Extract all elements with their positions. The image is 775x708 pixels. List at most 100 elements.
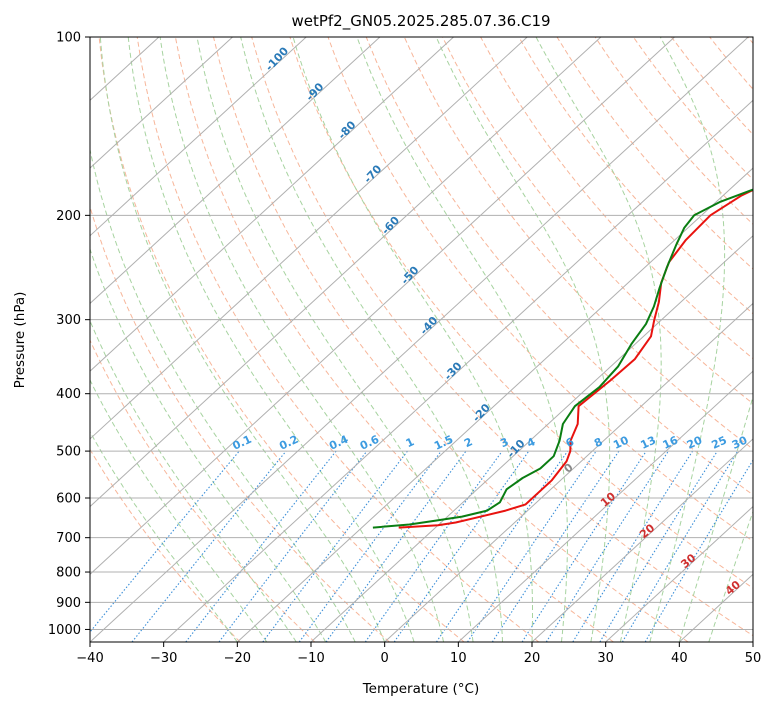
x-axis-label: Temperature (°C) xyxy=(362,681,480,697)
isotherm-line xyxy=(90,37,381,305)
dry-adiabat-line xyxy=(90,205,390,642)
moist-adiabat-line xyxy=(678,394,753,642)
y-tick-label: 800 xyxy=(56,566,81,581)
moist-adiabat-label: 20 xyxy=(637,521,657,541)
isotherm-line xyxy=(90,37,233,169)
mixing-ratio-line xyxy=(599,450,718,642)
y-tick-label: 200 xyxy=(56,209,81,224)
x-tick-label: 20 xyxy=(524,651,541,666)
isotherm-line xyxy=(531,438,753,642)
moist-adiabat-line xyxy=(240,37,503,642)
isotherm-line xyxy=(163,99,753,642)
mixing-ratio-line xyxy=(521,450,647,642)
y-tick-label: 400 xyxy=(56,387,81,402)
y-tick-label: 100 xyxy=(56,31,81,46)
x-tick-label: 40 xyxy=(671,651,688,666)
mixing-ratio-line xyxy=(325,450,467,642)
isotherm-line xyxy=(90,37,454,372)
isotherm-gridlines xyxy=(0,37,753,642)
isotherm-line xyxy=(90,37,749,642)
isotherm-line xyxy=(236,167,753,642)
moist-adiabat-line xyxy=(435,37,611,642)
moist-adiabat-line xyxy=(196,37,474,642)
plot-area: -100-90-80-70-60-50-40-30-20-100.1 0.2 0.4… xyxy=(0,37,753,642)
moist-adiabat-label: 30 xyxy=(678,551,698,571)
moist-adiabat-line xyxy=(99,37,386,642)
moist-adiabat-label: 40 xyxy=(723,578,743,598)
isotherm-line xyxy=(90,37,675,575)
plot-frame xyxy=(89,36,754,643)
moist-adiabats xyxy=(90,37,753,642)
mixing-ratio-line xyxy=(467,450,597,642)
isotherm-line xyxy=(752,641,753,642)
isotherm-line xyxy=(90,37,307,237)
mixing-ratio-label: 10 xyxy=(611,433,631,451)
dry-adiabat-line xyxy=(136,37,540,642)
moist-adiabat-line xyxy=(649,37,726,642)
x-tick-label: −10 xyxy=(297,651,324,666)
moist-adiabat-line xyxy=(90,378,268,642)
moist-adiabat-line xyxy=(90,319,297,642)
mixing-ratio-label: 0.4 xyxy=(327,433,350,453)
isotherm-line xyxy=(678,573,753,642)
isotherm-label: -20 xyxy=(470,401,493,425)
dry-adiabat-line xyxy=(174,37,614,642)
isotherm-label: -80 xyxy=(335,118,358,142)
dry-adiabat-line xyxy=(747,37,753,45)
x-tick-label: 50 xyxy=(745,651,762,666)
mixing-ratio-line xyxy=(218,450,368,642)
mixing-ratio-label: 25 xyxy=(709,434,728,452)
dry-adiabat-line xyxy=(251,37,753,637)
isotherm-line xyxy=(90,37,528,440)
dry-adiabat-line xyxy=(90,339,316,642)
series-line-temperature xyxy=(398,188,753,529)
mixing-ratio-label: 16 xyxy=(661,433,681,451)
mixing-ratio-line xyxy=(262,450,408,642)
isotherm-label: -30 xyxy=(442,359,465,383)
dry-adiabat-line xyxy=(556,37,753,270)
chart-title: wetPf2_GN05.2025.285.07.36.C19 xyxy=(291,12,550,31)
mixing-ratio-label: 0.2 xyxy=(277,433,300,453)
isotherm-label: -60 xyxy=(379,214,402,238)
y-axis-ticks: 100 200 300 400 500 600 700 800 900 1000 xyxy=(48,31,90,638)
dry-adiabat-line xyxy=(518,37,753,315)
x-tick-label: 30 xyxy=(597,651,614,666)
y-tick-label: 500 xyxy=(56,445,81,460)
mixing-ratio-line xyxy=(131,450,287,642)
mixing-ratio-label: 8 xyxy=(592,435,604,450)
mixing-ratio-line xyxy=(545,450,669,642)
mixing-ratio-label: 13 xyxy=(639,434,658,452)
moist-adiabat-line xyxy=(90,430,238,642)
isotherm-label: -10 xyxy=(505,437,528,461)
mixing-ratio-label: 1 xyxy=(404,435,416,450)
x-tick-label: 0 xyxy=(381,651,389,666)
moist-adiabat-line xyxy=(708,510,753,642)
mixing-ratio-line xyxy=(298,450,442,642)
isotherm-line xyxy=(90,37,602,508)
y-axis-label: Pressure (hPa) xyxy=(12,292,28,389)
mixing-ratio-line xyxy=(491,450,620,642)
dry-adiabats xyxy=(90,37,753,642)
isotherm-label: -40 xyxy=(417,314,440,338)
y-tick-label: 1000 xyxy=(48,623,81,638)
dry-adiabat-line xyxy=(403,37,753,450)
isotherm-line xyxy=(0,37,12,642)
moist-adiabat-label: 10 xyxy=(598,489,618,509)
dry-adiabat-line xyxy=(90,448,241,642)
dry-adiabat-line xyxy=(442,37,753,405)
x-tick-label: −30 xyxy=(150,651,177,666)
mixing-ratio-line xyxy=(435,450,569,642)
moist-adiabat-line xyxy=(292,37,533,642)
dry-adiabat-line xyxy=(365,37,753,496)
moist-adiabat-line xyxy=(90,147,356,642)
isotherm-line xyxy=(457,370,753,642)
mixing-ratio-line xyxy=(185,450,337,642)
y-tick-label: 900 xyxy=(56,596,81,611)
moist-adiabat-line xyxy=(356,37,568,642)
x-tick-label: −20 xyxy=(224,651,251,666)
mixing-ratio-label: 2 xyxy=(462,435,474,450)
isotherm-line xyxy=(310,235,753,642)
dry-adiabat-line xyxy=(480,37,753,360)
profile-series xyxy=(372,188,753,529)
